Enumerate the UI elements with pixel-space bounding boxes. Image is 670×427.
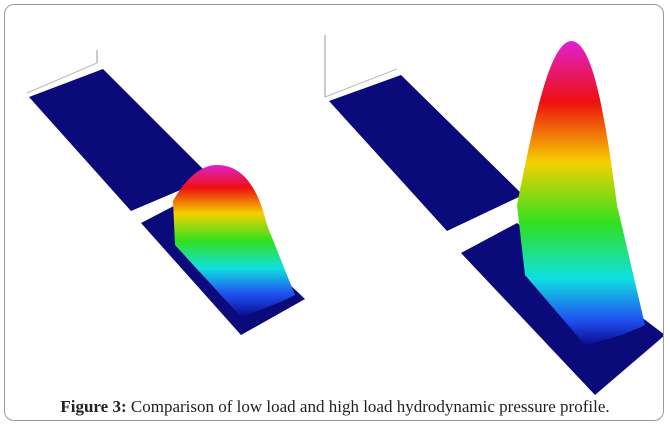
figure-label: Figure 3: <box>60 397 127 416</box>
figure-image <box>26 35 663 395</box>
caption-text: Comparison of low load and high load hyd… <box>130 397 610 416</box>
caption: Figure 3: Comparison of low load and hig… <box>5 397 663 417</box>
low-load-plot <box>26 50 305 335</box>
figure: Figure 3: Comparison of low load and hig… <box>4 4 664 421</box>
high-load-plot <box>324 35 663 395</box>
